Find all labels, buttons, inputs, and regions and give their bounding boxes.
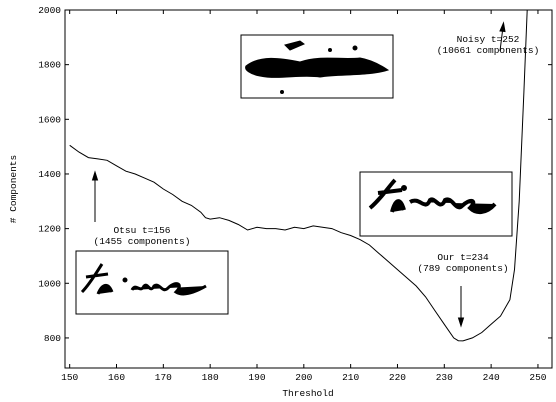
inset-our (360, 172, 512, 236)
annotation: (1455 components) (94, 236, 191, 247)
x-tick-label: 240 (483, 372, 500, 383)
x-tick-label: 230 (436, 372, 453, 383)
x-tick-label: 250 (529, 372, 546, 383)
x-tick-label: 150 (61, 372, 78, 383)
y-axis-label: # Components (8, 155, 19, 223)
x-tick-label: 220 (389, 372, 406, 383)
y-tick-label: 800 (44, 333, 61, 344)
x-tick-label: 210 (342, 372, 359, 383)
annotation: Otsu t=156 (113, 225, 170, 236)
x-tick-label: 200 (295, 372, 312, 383)
inset-otsu (76, 251, 228, 314)
x-axis-label: Threshold (282, 388, 333, 399)
annotation: Noisy t=252 (457, 34, 520, 45)
y-tick-label: 2000 (38, 5, 61, 16)
x-tick-label: 180 (202, 372, 219, 383)
y-tick-label: 1000 (38, 278, 61, 289)
x-tick-label: 190 (248, 372, 265, 383)
annotation: (10661 components) (437, 45, 540, 56)
inset-noisy (241, 35, 393, 98)
x-tick-label: 170 (155, 372, 172, 383)
y-tick-label: 1200 (38, 224, 61, 235)
chart: Threshold # Components 800 1000 1200 1400 16… (0, 0, 556, 402)
annotation: (789 components) (417, 263, 508, 274)
y-tick-label: 1600 (38, 114, 61, 125)
annotation: Our t=234 (437, 252, 489, 263)
y-tick-label: 1800 (38, 60, 61, 71)
y-tick-label: 1400 (38, 169, 61, 180)
x-tick-label: 160 (108, 372, 125, 383)
